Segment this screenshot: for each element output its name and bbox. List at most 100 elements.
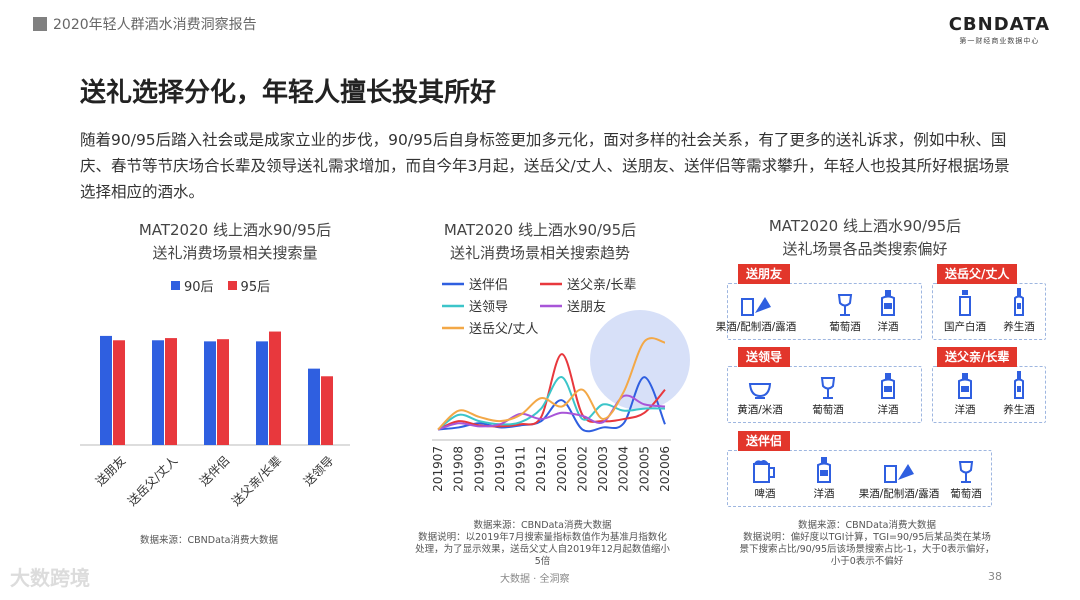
- preference-item-3-0: 洋酒: [920, 372, 1010, 417]
- line-chart-title-line-1: MAT2020 线上酒水90/95后: [443, 221, 637, 239]
- preference-item-label: 啤酒: [754, 488, 776, 500]
- line-tick-label-0: 201907: [431, 446, 445, 492]
- preference-item-4-1: 洋酒: [779, 456, 869, 501]
- legend-label-90: 90后: [184, 280, 214, 295]
- fruit-wine-icon: [711, 289, 801, 319]
- bar-chart-title: MAT2020 线上酒水90/95后 送礼消费场景相关搜索量: [85, 219, 385, 265]
- line-tick-label-1: 201908: [452, 446, 466, 492]
- wine-glass-icon: [783, 372, 873, 402]
- preference-item-label: 养生酒: [1003, 404, 1035, 416]
- preference-item-2-0: 黄酒/米酒: [715, 372, 805, 417]
- health-wine-icon: [974, 371, 1064, 402]
- preference-item-label: 葡萄酒: [950, 488, 982, 500]
- line-chart-source: 数据来源：CBNData消费大数据 数据说明：以2019年7月搜索量指标数值作为…: [405, 520, 680, 568]
- bar-chart-title-line-2: 送礼消费场景相关搜索量: [152, 244, 318, 262]
- line-tick-label-8: 202003: [596, 446, 610, 492]
- line-chart-source-line-4: 5倍: [534, 556, 551, 567]
- logo-sub: 第一财经商业数据中心: [959, 37, 1040, 45]
- cbndata-logo: CBNDATA 第一财经商业数据中心: [949, 14, 1050, 46]
- line-tick-label-7: 202002: [575, 446, 589, 492]
- bar-chart-title-line-1: MAT2020 线上酒水90/95后: [138, 221, 332, 239]
- preference-item-1-0: 国产白酒: [920, 289, 1010, 334]
- preference-item-label: 洋酒: [877, 404, 899, 416]
- bar-category-label-4: 送领导: [300, 453, 336, 489]
- bar-90-1: [152, 340, 164, 445]
- legend-swatch-95: [227, 281, 237, 290]
- line-tick-label-9: 202004: [617, 446, 631, 492]
- line-series-4: [437, 337, 666, 431]
- preference-item-3-1: 养生酒: [974, 371, 1064, 417]
- report-tag: 2020年轻人群酒水消费洞察报告: [33, 14, 257, 34]
- preference-item-label: 洋酒: [954, 404, 976, 416]
- line-legend-label-0: 送伴侣: [469, 278, 508, 293]
- watermark: 大数跨境: [10, 566, 90, 590]
- footer-slogan: 大数据 · 全洞察: [500, 574, 570, 585]
- bar-95-3: [269, 331, 281, 445]
- line-chart-source-line-2: 数据说明：以2019年7月搜索量指标数值作为基准月指数化: [418, 532, 667, 543]
- line-series-3: [437, 394, 666, 431]
- bar-chart-source: 数据来源：CBNData消费大数据: [140, 535, 278, 546]
- intro-paragraph: 随着90/95后踏入社会或是成家立业的步伐，90/95后自身标签更加多元化，面对…: [80, 131, 1010, 201]
- preference-item-label: 果酒/配制酒/露酒: [858, 488, 940, 500]
- health-wine-icon: [974, 288, 1064, 319]
- line-chart-title: MAT2020 线上酒水90/95后 送礼消费场景相关搜索趋势: [390, 219, 690, 265]
- beer-mug-icon: [720, 456, 810, 486]
- bar-90-2: [204, 341, 216, 445]
- preference-item-4-0: 啤酒: [720, 456, 810, 501]
- bar-95-4: [321, 376, 333, 445]
- report-tag-square: [33, 17, 47, 31]
- preference-title-line-1: MAT2020 线上酒水90/95后: [768, 217, 962, 235]
- preference-source-line-2: 数据说明：偏好度以TGI计算，TGI=90/95后某品类在某场: [743, 532, 991, 543]
- bar-95-1: [165, 338, 177, 445]
- liquor-bottle-icon: [843, 289, 933, 319]
- bar-90-3: [256, 341, 268, 445]
- line-series-1: [437, 353, 666, 431]
- preference-item-label: 黄酒/米酒: [737, 404, 783, 416]
- preference-item-0-2: 洋酒: [843, 289, 933, 334]
- preference-box-4: [727, 450, 992, 507]
- preference-item-1-1: 养生酒: [974, 288, 1064, 334]
- logo-main: CBNDATA: [948, 14, 1050, 35]
- preference-item-label: 果酒/配制酒/露酒: [715, 321, 797, 333]
- page-number: 38: [988, 570, 1002, 583]
- preference-tag-3: 送父亲/长辈: [937, 347, 1018, 367]
- preference-source-line-4: 小于0表示不偏好: [830, 556, 904, 567]
- preference-tag-2: 送领导: [738, 347, 791, 367]
- liquor-bottle-icon: [920, 372, 1010, 402]
- preference-title: MAT2020 线上酒水90/95后 送礼场景各品类搜索偏好: [715, 215, 1015, 261]
- preference-source-line-3: 景下搜索占比/90/95后该场景搜索占比-1，大于0表示偏好，: [739, 544, 995, 555]
- wine-glass-icon: [921, 456, 1011, 486]
- preference-box-0: [727, 283, 922, 340]
- preference-item-label: 洋酒: [813, 488, 835, 500]
- preference-item-4-3: 葡萄酒: [921, 456, 1011, 501]
- line-tick-label-5: 201912: [534, 446, 548, 492]
- bar-95-2: [217, 339, 229, 445]
- line-chart-title-line-2: 送礼消费场景相关搜索趋势: [449, 244, 630, 262]
- bar-chart-legend: 90后 95后: [171, 276, 270, 295]
- bar-category-label-1: 送岳父/丈人: [124, 453, 180, 509]
- rice-wine-bowl-icon: [715, 372, 805, 402]
- preference-tag-0: 送朋友: [738, 264, 791, 284]
- preference-tag-1: 送岳父/丈人: [937, 264, 1018, 284]
- preference-source-line-1: 数据来源：CBNData消费大数据: [798, 520, 936, 531]
- preference-tag-4: 送伴侣: [738, 431, 791, 451]
- line-tick-label-2: 201909: [472, 446, 486, 492]
- page-title: 送礼选择分化，年轻人擅长投其所好: [80, 78, 497, 108]
- line-tick-label-3: 201910: [493, 446, 507, 492]
- bar-90-4: [308, 368, 320, 445]
- preference-box-2: [727, 366, 922, 423]
- line-legend-label-1: 送父亲/长辈: [567, 278, 636, 293]
- line-tick-label-4: 201911: [514, 446, 528, 492]
- preference-item-label: 养生酒: [1003, 321, 1035, 333]
- line-tick-label-11: 202006: [658, 446, 672, 492]
- line-chart-source-line-3: 处理，为了显示效果，送岳父丈人自2019年12月起数值缩小: [415, 544, 670, 555]
- liquor-bottle-icon: [843, 372, 933, 402]
- bar-category-label-0: 送朋友: [92, 453, 128, 489]
- preference-item-label: 国产白酒: [944, 321, 986, 333]
- line-legend-label-2: 送领导: [469, 300, 508, 315]
- preference-item-4-2: 果酒/配制酒/露酒: [854, 456, 944, 501]
- line-legend-label-3: 送朋友: [567, 299, 606, 315]
- bar-category-label-2: 送伴侣: [196, 453, 232, 489]
